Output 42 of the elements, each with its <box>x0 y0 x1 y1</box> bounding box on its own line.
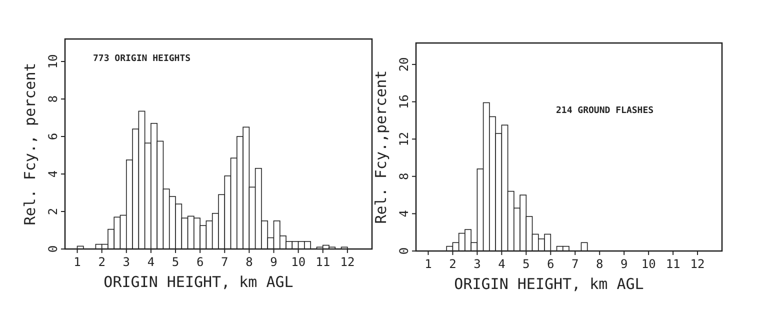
y-tick-label: 20 <box>397 57 411 72</box>
x-axis-title: ORIGIN HEIGHT, km AGL <box>454 275 644 293</box>
x-tick-label: 10 <box>291 255 306 269</box>
x-tick-label: 6 <box>196 255 204 269</box>
x-tick-label: 12 <box>690 257 705 271</box>
x-tick-label: 2 <box>449 257 456 271</box>
x-tick-label: 5 <box>522 257 530 271</box>
x-tick-label: 8 <box>246 255 253 269</box>
x-tick-label: 8 <box>596 257 604 271</box>
x-tick-label: 4 <box>147 255 155 269</box>
x-tick-label: 2 <box>98 255 106 269</box>
x-tick-label: 7 <box>572 257 579 271</box>
x-tick-label: 10 <box>641 257 656 271</box>
x-tick-label: 9 <box>270 255 278 269</box>
x-tick-label: 11 <box>316 255 330 269</box>
x-tick-label: 3 <box>122 255 130 269</box>
annotation: 214 GROUND FLASHES <box>556 106 654 116</box>
x-tick-label: 9 <box>620 257 628 271</box>
y-tick-label: 12 <box>397 132 411 146</box>
x-tick-label: 4 <box>498 257 506 271</box>
y-tick-label: 8 <box>397 172 411 180</box>
y-tick-label: 6 <box>46 132 60 140</box>
y-tick-label: 0 <box>397 247 411 255</box>
y-tick-label: 16 <box>397 94 411 109</box>
y-tick-label: 10 <box>46 54 60 69</box>
x-tick-label: 5 <box>172 255 180 269</box>
x-tick-label: 7 <box>221 255 228 269</box>
x-tick-label: 11 <box>666 257 680 271</box>
y-axis-title: Rel. Fcy., percent <box>21 62 39 226</box>
y-axis-title: Rel. Fcy.,percent <box>372 70 390 224</box>
y-tick-label: 4 <box>46 170 60 178</box>
x-axis-title: ORIGIN HEIGHT, km AGL <box>104 273 294 291</box>
x-tick-label: 12 <box>340 255 355 269</box>
y-tick-label: 2 <box>46 208 60 216</box>
x-tick-label: 6 <box>547 257 554 271</box>
y-tick-label: 8 <box>46 95 60 103</box>
y-tick-label: 4 <box>397 210 411 218</box>
y-tick-label: 0 <box>46 245 60 253</box>
x-tick-label: 3 <box>474 257 481 271</box>
x-tick-label: 1 <box>74 255 81 269</box>
annotation: 773 ORIGIN HEIGHTS <box>93 54 191 64</box>
x-tick-label: 1 <box>424 257 432 271</box>
